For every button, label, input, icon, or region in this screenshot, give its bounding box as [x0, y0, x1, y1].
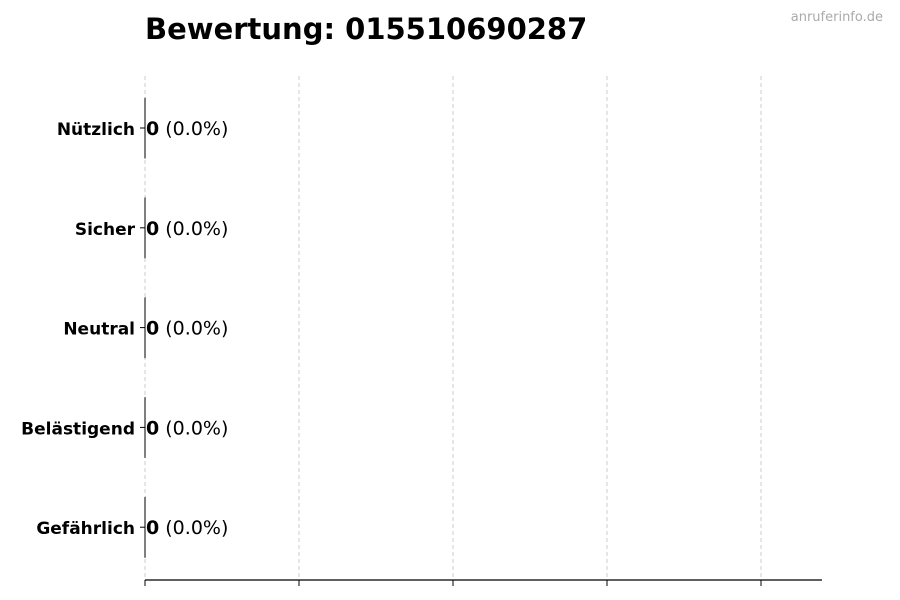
category-label: Sicher: [75, 220, 136, 240]
data-label-value: 0: [146, 318, 159, 340]
category-label: Belästigend: [21, 419, 135, 439]
chart-title: Bewertung: 015510690287: [145, 12, 588, 46]
data-label: 0 (0.0%): [146, 517, 228, 539]
category-label: Nützlich: [57, 120, 135, 140]
data-label-percent: (0.0%): [159, 318, 228, 340]
data-label: 0 (0.0%): [146, 118, 228, 140]
data-label-value: 0: [146, 118, 159, 140]
data-label-value: 0: [146, 218, 159, 240]
data-label-percent: (0.0%): [159, 118, 228, 140]
data-label-value: 0: [146, 417, 159, 439]
watermark: anruferinfo.de: [790, 10, 883, 25]
category-label: Gefährlich: [36, 519, 135, 539]
data-label-value: 0: [146, 517, 159, 539]
data-label: 0 (0.0%): [146, 218, 228, 240]
data-label-percent: (0.0%): [159, 218, 228, 240]
data-label-percent: (0.0%): [159, 417, 228, 439]
category-label: Neutral: [63, 320, 135, 340]
data-label: 0 (0.0%): [146, 318, 228, 340]
data-label-percent: (0.0%): [159, 517, 228, 539]
data-label: 0 (0.0%): [146, 417, 228, 439]
